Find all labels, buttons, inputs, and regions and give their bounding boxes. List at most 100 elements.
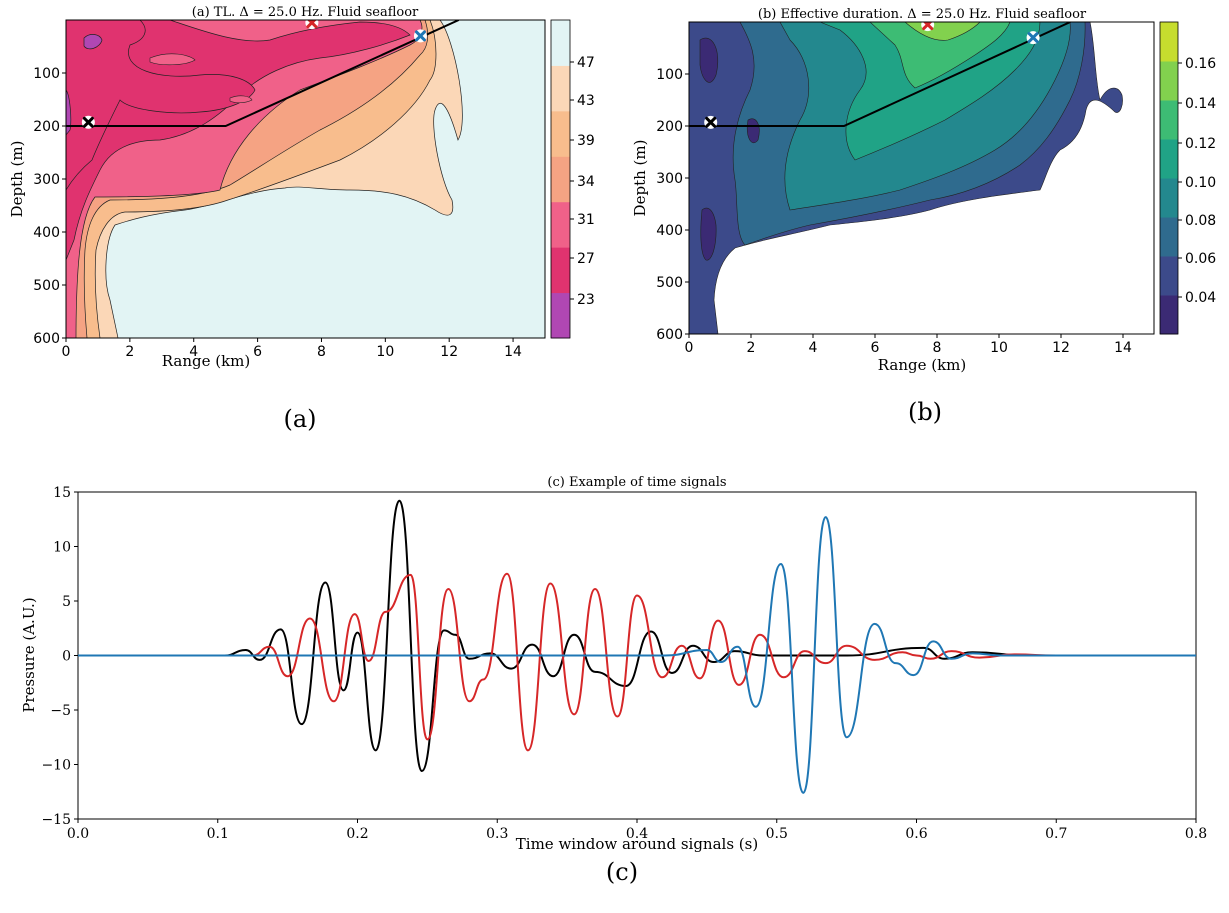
colorbar-tick-label: 0.04 [1185,290,1216,306]
panel-b-overlays [689,22,1071,129]
signal-series-2 [78,516,1196,794]
x-tick-label: 4 [189,344,198,360]
colorbar-tick-label: 0.16 [1185,56,1216,72]
colorbar-swatch [551,20,570,66]
x-tick-label: 12 [1052,340,1070,356]
panel-c-series [78,499,1196,794]
colorbar-swatch [551,156,570,203]
colorbar-swatch [1160,61,1178,101]
y-tick-label: 10 [53,540,71,556]
y-tick-label: 200 [656,119,683,135]
colorbar-swatch [551,65,570,112]
colorbar-tick-label: 27 [577,251,595,267]
panel-b-plot-area [689,22,1154,334]
colorbar-tick-label: 23 [577,292,595,308]
colorbar-swatch [1160,100,1178,140]
colorbar-tick-label: 31 [577,212,595,228]
colorbar-tick-label: 0.14 [1185,96,1216,112]
tl-band-lt23-a [83,34,103,50]
y-tick-label: 5 [62,594,71,610]
colorbar-frame [1159,21,1179,335]
panel-c-caption: (c) [606,858,638,886]
y-tick-label: 600 [656,327,683,343]
colorbar-swatch [551,292,570,339]
signal-series-1 [78,572,1196,752]
ed-region-lowest-b [699,37,719,83]
x-tick-label: 12 [440,344,458,360]
panel-c: (c) Example of time signals 0.0 0.1 0.2 0.3… [20,475,1207,886]
tl-band-lt23-b [66,89,72,136]
panel-a-plot-area [66,20,545,338]
x-tick-label: 4 [809,340,818,356]
panel-b-colorbar: 0.16 0.14 0.12 0.10 0.08 0.06 0.04 [1159,21,1216,335]
tl-band-lt23-c [149,53,196,66]
y-tick-label: 0 [62,649,71,665]
y-tick-label: −5 [50,703,71,719]
y-tick-label: 300 [656,171,683,187]
marker-x [705,116,717,128]
panel-b-xlabel: Range (km) [878,356,967,374]
x-tick-label: 0.3 [486,826,508,842]
colorbar-swatch [551,110,570,157]
colorbar-swatch [1160,139,1178,179]
panel-b-caption: (b) [908,398,942,426]
panel-b-ylabel: Depth (m) [631,140,649,217]
panel-c-title: (c) Example of time signals [547,475,726,490]
marker-x [306,20,318,29]
colorbar-frame [550,19,571,339]
x-tick-label: 10 [990,340,1008,356]
seafloor-line [689,22,1071,127]
ed-region-lowest [700,207,717,261]
colorbar-swatch [1160,178,1178,218]
panel-a: (a) TL. Δ = 25.0 Hz. Fluid seafloor 0 2 4 6… [8,5,595,433]
x-tick-label: 2 [125,344,134,360]
x-tick-label: 0 [62,344,71,360]
x-tick-label: 0.2 [346,826,368,842]
ed-region-lowest-c [747,118,760,144]
y-tick-label: 400 [656,223,683,239]
colorbar-swatch [1160,22,1178,62]
panel-a-title: (a) TL. Δ = 25.0 Hz. Fluid seafloor [192,5,419,20]
colorbar-tick-label: 39 [577,133,595,149]
colorbar-swatch [1160,256,1178,296]
y-tick-label: 100 [33,66,60,82]
tl-band-lt23-d [229,95,253,104]
seafloor-line [66,20,460,127]
x-tick-label: 0 [685,340,694,356]
panel-a-xlabel: Range (km) [162,352,251,370]
signal-series-0 [78,499,1196,773]
x-tick-label: 6 [871,340,880,356]
x-tick-label: 2 [747,340,756,356]
panel-c-ylabel: Pressure (A.U.) [20,597,38,712]
x-tick-label: 6 [253,344,262,360]
colorbar-tick-label: 43 [577,93,595,109]
colorbar-tick-label: 0.12 [1185,136,1216,152]
tl-band-23-27 [66,20,256,191]
colorbar-tick-label: 0.10 [1185,175,1216,191]
x-tick-label: 0.8 [1185,826,1207,842]
x-tick-label: 0.6 [905,826,927,842]
x-tick-label: 0.0 [67,826,89,842]
x-tick-label: 14 [1114,340,1132,356]
x-tick-label: 14 [504,344,522,360]
panel-a-ylabel: Depth (m) [8,141,26,218]
y-tick-label: 200 [33,119,60,135]
panel-b: (b) Effective duration. Δ = 25.0 Hz. Flu… [631,7,1216,426]
y-tick-label: 600 [33,331,60,347]
y-tick-label: −15 [41,812,71,828]
ed-region-0.12 [819,22,1041,161]
x-tick-label: 0.1 [207,826,229,842]
marker-x [1027,32,1039,44]
colorbar-tick-label: 0.08 [1185,213,1216,229]
colorbar-tick-label: 47 [577,55,595,71]
x-tick-label: 0.7 [1045,826,1067,842]
panel-a-colorbar: 47 43 39 34 31 27 23 [550,19,595,339]
y-tick-label: −10 [41,758,71,774]
panel-a-caption: (a) [283,405,316,433]
colorbar-swatch [1160,295,1178,335]
panel-c-axes: 0.0 0.1 0.2 0.3 0.4 0.5 0.6 0.7 0.8 15 10 5 0 −5 −10 −1… [41,485,1207,842]
x-tick-label: 8 [933,340,942,356]
ed-region-0.14 [869,22,1011,89]
colorbar-swatch [551,201,570,248]
